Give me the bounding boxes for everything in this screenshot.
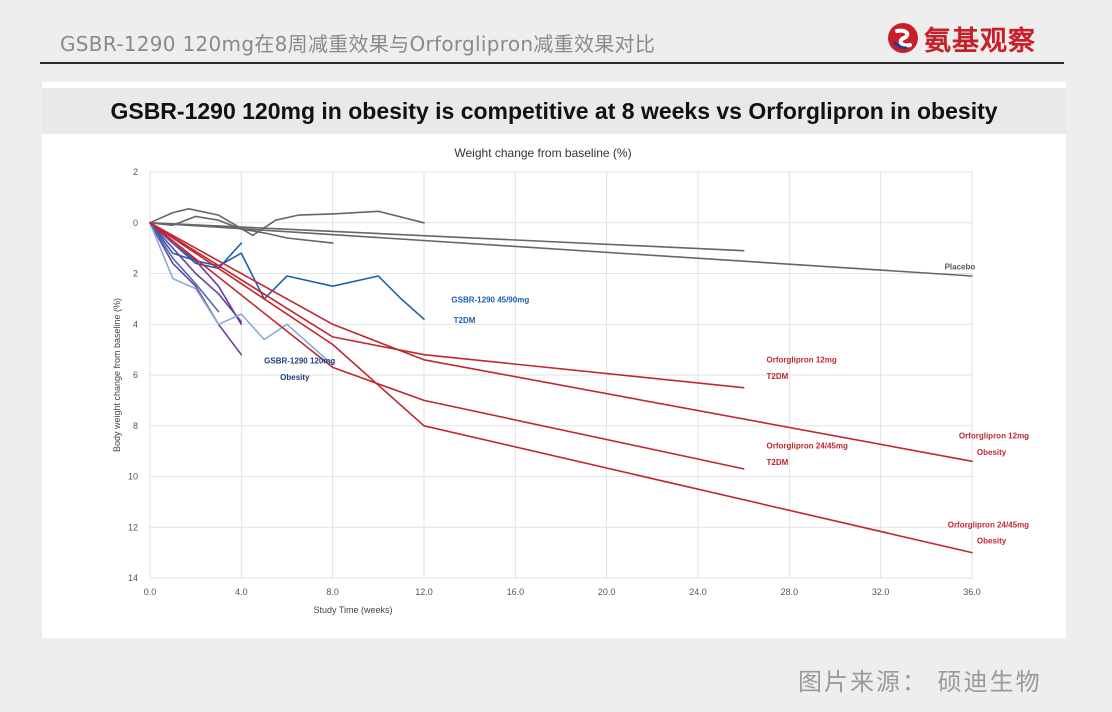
x-tick-label: 24.0 bbox=[689, 587, 707, 597]
y-tick-label: 2 bbox=[133, 167, 138, 177]
y-tick-label: 10 bbox=[128, 472, 138, 482]
series-line bbox=[149, 222, 973, 463]
series-annotation: Orforglipron 24/45mg bbox=[767, 442, 848, 451]
series-annotation: Placebo bbox=[945, 263, 976, 272]
x-axis-label: Study Time (weeks) bbox=[313, 605, 392, 615]
series-annotation: Obesity bbox=[280, 373, 310, 382]
x-tick-label: 28.0 bbox=[781, 587, 799, 597]
y-tick-label: 14 bbox=[128, 573, 138, 583]
series-line bbox=[149, 222, 973, 554]
chart-title: Weight change from baseline (%) bbox=[454, 146, 631, 160]
series-annotation: Obesity bbox=[977, 537, 1007, 546]
y-tick-label: 4 bbox=[133, 319, 138, 329]
y-tick-label: 6 bbox=[133, 370, 138, 380]
series-line bbox=[149, 222, 745, 470]
series-annotation: GSBR-1290 45/90mg bbox=[451, 296, 529, 305]
weight-change-chart: 0.0 4.0 8.0 12.0 16.0 20.0 24.0 28.0 32.0 36.0 2 0 2… bbox=[112, 146, 1029, 615]
series-annotation: T2DM bbox=[767, 372, 789, 381]
series-annotation: Orforglipron 24/45mg bbox=[948, 520, 1029, 529]
series-annotation: Obesity bbox=[977, 448, 1007, 457]
brand-logo: 氨基观察 bbox=[886, 18, 1036, 58]
series-annotation: Orforglipron 12mg bbox=[767, 355, 837, 364]
series-line bbox=[149, 215, 334, 244]
y-tick-label: 2 bbox=[133, 269, 138, 279]
banner-title: GSBR-1290 120mg in obesity is competitiv… bbox=[110, 97, 998, 124]
header-divider bbox=[40, 62, 1064, 64]
logo-mark-icon bbox=[888, 23, 918, 53]
series-line bbox=[149, 222, 745, 252]
series-line bbox=[149, 208, 425, 237]
x-tick-label: 4.0 bbox=[235, 587, 248, 597]
series-line bbox=[149, 222, 243, 356]
x-tick-label: 16.0 bbox=[507, 587, 525, 597]
y-tick-label: 8 bbox=[133, 421, 138, 431]
series-annotation: GSBR-1290 120mg bbox=[264, 357, 335, 366]
x-tick-label: 32.0 bbox=[872, 587, 890, 597]
series-line bbox=[149, 222, 243, 323]
chart-panel: GSBR-1290 120mg in obesity is competitiv… bbox=[42, 82, 1066, 638]
series-annotation: T2DM bbox=[454, 316, 476, 325]
x-tick-label: 20.0 bbox=[598, 587, 616, 597]
page-title: GSBR-1290 120mg在8周减重效果与Orforglipron减重效果对… bbox=[60, 32, 656, 56]
x-tick-label: 12.0 bbox=[415, 587, 433, 597]
x-tick-label: 8.0 bbox=[326, 587, 339, 597]
series-line bbox=[149, 222, 973, 277]
logo-text: 氨基观察 bbox=[924, 25, 1036, 57]
slide-banner: GSBR-1290 120mg in obesity is competitiv… bbox=[42, 88, 1066, 134]
series-line bbox=[149, 222, 243, 326]
series-line bbox=[149, 222, 220, 313]
series-annotation: Orforglipron 12mg bbox=[959, 431, 1029, 440]
series-annotation: T2DM bbox=[767, 458, 789, 467]
series-line bbox=[149, 222, 745, 389]
y-tick-label: 0 bbox=[133, 218, 138, 228]
y-axis-label: Body weight change from baseline (%) bbox=[112, 298, 122, 452]
series-line bbox=[149, 222, 334, 366]
x-tick-label: 0.0 bbox=[144, 587, 157, 597]
x-tick-label: 36.0 bbox=[963, 587, 981, 597]
y-tick-label: 12 bbox=[128, 522, 138, 532]
image-source-caption: 图片来源： 硕迪生物 bbox=[798, 668, 1042, 696]
